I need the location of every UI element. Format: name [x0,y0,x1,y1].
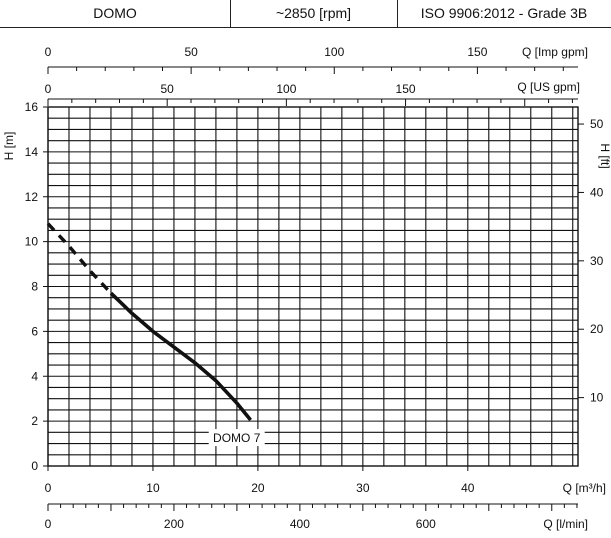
y-tick-label: 12 [25,190,39,204]
header-underline [0,27,611,28]
lmin-tick-label: 600 [416,517,436,531]
right-tick-label: 20 [590,322,604,336]
y-tick-label: 6 [31,324,38,338]
y-tick-label: 10 [25,235,39,249]
lmin-axis-label: Q [l/min] [543,517,588,531]
us-gpm-tick-label: 100 [276,82,296,96]
x-tick-label: 20 [251,481,265,495]
x-axis-label: Q [m³/h] [563,481,606,495]
header-divider [230,0,231,27]
us-gpm-tick-label: 50 [161,82,175,96]
imp-gpm-axis-label: Q [Imp gpm] [522,45,588,59]
right-axis-label: H [ft] [598,143,611,168]
y-tick-label: 16 [25,100,39,114]
right-tick-label: 30 [590,254,604,268]
y-tick-label: 8 [31,280,38,294]
right-tick-label: 10 [590,391,604,405]
y-tick-label: 14 [25,145,39,159]
y-tick-label: 4 [31,369,38,383]
x-tick-label: 30 [356,481,370,495]
header-bar: DOMO ~2850 [rpm] ISO 9906:2012 - Grade 3… [0,0,611,28]
us-gpm-tick-label: 150 [396,82,416,96]
standard-label: ISO 9906:2012 - Grade 3B [420,5,588,21]
x-tick-label: 0 [45,481,52,495]
header-divider [397,0,398,27]
us-gpm-tick-label: 0 [45,82,52,96]
speed-label: ~2850 [rpm] [275,5,352,21]
imp-gpm-tick-label: 150 [467,45,487,59]
imp-gpm-tick-label: 0 [45,45,52,59]
us-gpm-axis-label: Q [US gpm] [517,80,580,94]
imp-gpm-tick-label: 50 [184,45,198,59]
x-tick-label: 40 [461,481,475,495]
right-tick-label: 40 [590,185,604,199]
right-tick-label: 50 [590,117,604,131]
lmin-tick-label: 400 [290,517,310,531]
y-axis-label: H [m] [2,132,16,161]
model-name: DOMO [93,5,137,21]
y-tick-label: 0 [31,459,38,473]
series-label: DOMO 7 [213,431,261,445]
pump-curve-dashed [46,222,113,295]
imp-gpm-tick-label: 100 [324,45,344,59]
lmin-tick-label: 200 [164,517,184,531]
series-label-box [208,429,265,447]
lmin-tick-label: 0 [45,517,52,531]
pump-curve-solid [109,291,252,422]
x-tick-label: 10 [146,481,160,495]
y-tick-label: 2 [31,414,38,428]
